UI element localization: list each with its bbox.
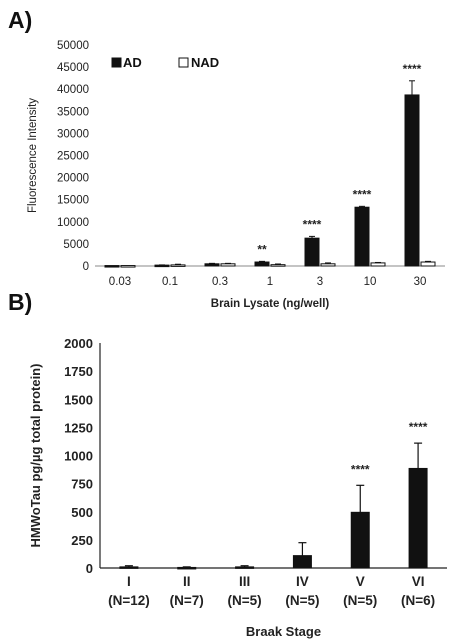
x-tick-label: IV [296,574,309,589]
x-tick-sublabel: (N=5) [285,593,319,608]
y-tick-label: 0 [83,261,89,273]
y-tick-label: 500 [71,505,93,520]
x-tick-label: I [127,574,131,589]
x-axis-label: Braak Stage [246,624,321,639]
bar [408,467,428,569]
significance-label: **** [403,62,422,76]
y-tick-label: 50000 [57,40,89,52]
x-tick-label: 0.1 [162,276,178,288]
y-tick-label: 1000 [64,449,93,464]
y-tick-label: 40000 [57,84,89,96]
bar [292,555,312,569]
significance-label: **** [351,462,370,476]
bar-nad [270,264,286,267]
x-tick-label: II [183,574,191,589]
bar-nad [220,263,236,267]
significance-label: **** [409,420,428,434]
x-tick-sublabel: (N=6) [401,593,435,608]
panel-label-b: B) [8,289,32,315]
legend-swatch-ad [111,57,122,68]
y-tick-label: 35000 [57,106,89,118]
bar-nad [170,264,186,267]
y-tick-label: 45000 [57,62,89,74]
legend-label-nad: NAD [191,55,219,70]
bar-ad [304,237,320,267]
bar-ad [254,261,270,267]
x-tick-label: 10 [364,276,377,288]
y-tick-label: 30000 [57,128,89,140]
x-tick-label: 3 [317,276,323,288]
x-tick-label: 0.03 [109,276,131,288]
y-tick-label: 10000 [57,217,89,229]
bar-ad [204,263,220,267]
x-tick-sublabel: (N=5) [228,593,262,608]
bar [235,566,255,569]
bar-nad [370,262,386,267]
significance-label: ** [257,242,267,256]
y-tick-label: 0 [86,561,93,576]
panel-label-a: A) [8,7,32,33]
y-tick-label: 750 [71,477,93,492]
x-tick-label: VI [412,574,425,589]
y-tick-label: 2000 [64,336,93,351]
x-tick-label: III [239,574,250,589]
y-tick-label: 20000 [57,173,89,185]
x-tick-label: V [356,574,365,589]
bar-ad [354,206,370,267]
y-axis-label: HMWoTau pg/µg total protein) [28,364,43,548]
x-tick-sublabel: (N=7) [170,593,204,608]
x-tick-label: 30 [414,276,427,288]
x-tick-sublabel: (N=12) [108,593,150,608]
bar-ad [404,94,420,267]
panel-b: B) 0 250 500 750 1000 1250 1500 1750 2000 HMWoTau … [8,289,447,639]
bar [177,566,197,570]
y-tick-label: 250 [71,533,93,548]
bar [119,566,139,569]
legend-label-ad: AD [123,55,142,70]
significance-label: **** [303,217,322,231]
bar-nad [420,261,436,267]
legend-swatch-nad [178,57,189,68]
x-tick-label: 1 [267,276,273,288]
bar-nad [320,263,336,267]
bar [350,511,370,569]
y-tick-label: 25000 [57,151,89,163]
y-axis-label: Fluorescence Intensity [27,98,39,213]
y-tick-label: 1500 [64,392,93,407]
x-axis-label: Brain Lysate (ng/well) [211,298,330,310]
y-tick-label: 5000 [63,239,89,251]
panel-a: A) 0 5000 10000 15000 20000 25000 30000 35000 400… [8,7,445,310]
significance-label: **** [353,187,372,201]
x-tick-sublabel: (N=5) [343,593,377,608]
y-tick-label: 15000 [57,195,89,207]
y-tick-label: 1750 [64,364,93,379]
bar-nad [120,265,136,268]
x-tick-label: 0.3 [212,276,228,288]
bar-ad [104,265,120,268]
y-tick-label: 1250 [64,420,93,435]
